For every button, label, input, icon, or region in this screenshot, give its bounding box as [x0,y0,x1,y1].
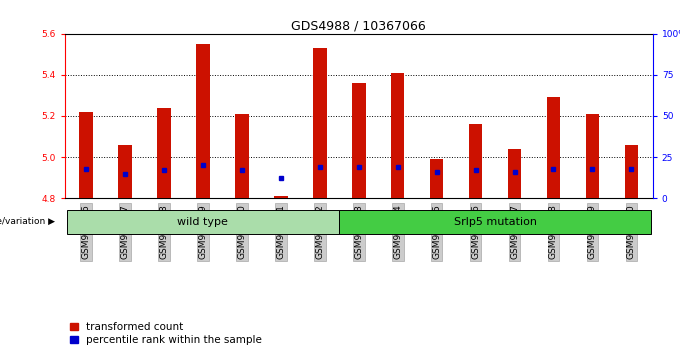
Bar [508,149,522,198]
Title: GDS4988 / 10367066: GDS4988 / 10367066 [291,19,426,33]
Bar [79,112,93,198]
Bar [352,83,366,198]
Bar [274,196,288,198]
Bar [585,114,599,198]
Bar [624,145,639,198]
Bar [67,210,339,234]
Bar [157,108,171,198]
Bar [391,73,405,198]
Bar [235,114,249,198]
Bar [469,124,482,198]
Bar [430,159,443,198]
Bar [339,210,651,234]
Text: genotype/variation ▶: genotype/variation ▶ [0,217,55,226]
Text: Srlp5 mutation: Srlp5 mutation [454,217,537,227]
Bar [547,97,560,198]
Bar [313,48,326,198]
Text: wild type: wild type [177,217,228,227]
Legend: transformed count, percentile rank within the sample: transformed count, percentile rank withi… [70,322,262,345]
Bar [118,145,132,198]
Bar [196,44,209,198]
